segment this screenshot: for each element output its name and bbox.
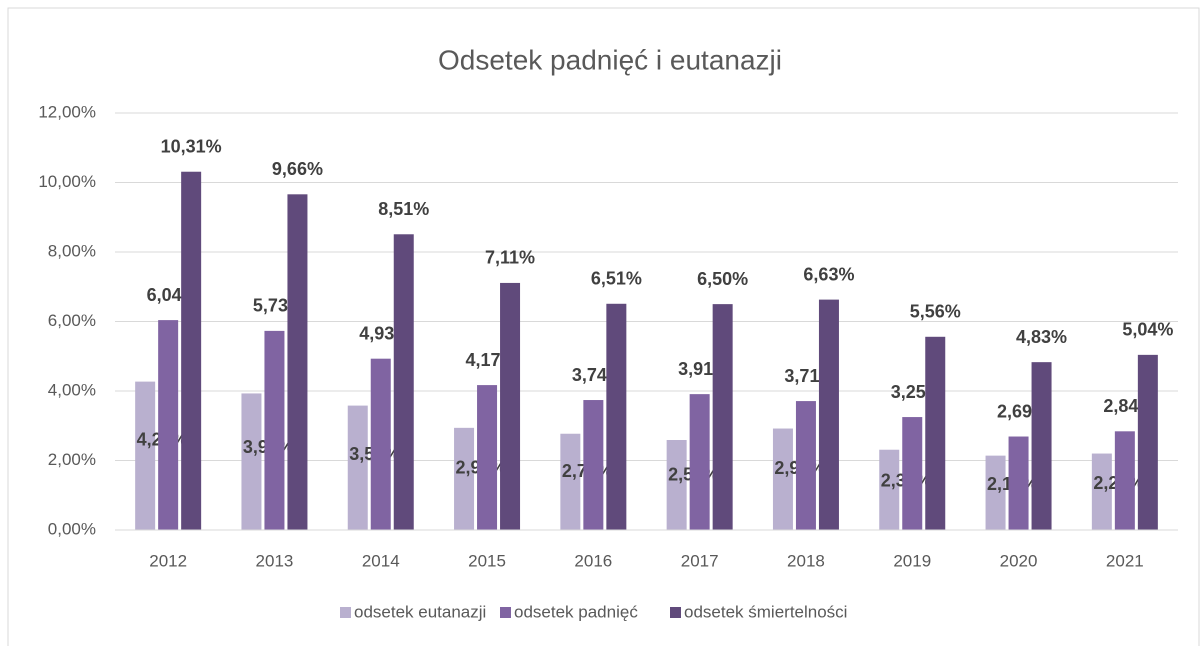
data-label: 6,63% bbox=[803, 264, 854, 284]
legend-label: odsetek śmiertelności bbox=[684, 602, 847, 621]
x-tick-label: 2012 bbox=[149, 551, 187, 570]
x-tick-label: 2013 bbox=[256, 551, 294, 570]
y-tick-label: 12,00% bbox=[38, 102, 96, 121]
legend-label: odsetek eutanazji bbox=[354, 602, 486, 621]
x-tick-label: 2020 bbox=[1000, 551, 1038, 570]
bar bbox=[454, 427, 475, 530]
bar bbox=[879, 449, 900, 530]
bar bbox=[393, 234, 414, 530]
bar bbox=[1114, 431, 1135, 530]
data-label: 5,04% bbox=[1122, 320, 1173, 340]
bar bbox=[583, 400, 604, 530]
bar bbox=[1031, 362, 1052, 530]
legend-swatch bbox=[340, 607, 351, 618]
data-label: 4,83% bbox=[1016, 327, 1067, 347]
data-label: 10,31% bbox=[161, 136, 222, 156]
y-tick-label: 4,00% bbox=[48, 380, 96, 399]
bar bbox=[500, 282, 521, 530]
chart-frame bbox=[7, 7, 1200, 646]
bar bbox=[1008, 436, 1029, 530]
bar bbox=[181, 171, 202, 531]
bar bbox=[477, 385, 498, 530]
bar bbox=[772, 428, 793, 530]
x-tick-label: 2016 bbox=[574, 551, 612, 570]
y-tick-label: 10,00% bbox=[38, 172, 96, 191]
x-tick-label: 2021 bbox=[1106, 551, 1144, 570]
data-label: 8,51% bbox=[378, 199, 429, 219]
bar bbox=[712, 304, 733, 530]
bar bbox=[925, 336, 946, 530]
bar bbox=[1091, 453, 1112, 530]
bar bbox=[347, 405, 368, 530]
y-tick-label: 6,00% bbox=[48, 311, 96, 330]
legend-swatch bbox=[500, 607, 511, 618]
x-tick-label: 2015 bbox=[468, 551, 506, 570]
data-label: 9,66% bbox=[272, 159, 323, 179]
x-tick-label: 2018 bbox=[787, 551, 825, 570]
bar bbox=[606, 303, 627, 530]
x-tick-label: 2014 bbox=[362, 551, 400, 570]
data-label: 6,51% bbox=[591, 269, 642, 289]
bar bbox=[689, 394, 710, 530]
bar bbox=[158, 320, 179, 530]
bar bbox=[666, 439, 687, 530]
data-label: 7,11% bbox=[485, 248, 535, 268]
chart-title: Odsetek padnięć i eutanazji bbox=[438, 44, 782, 75]
bar bbox=[287, 194, 308, 530]
bar bbox=[795, 401, 816, 530]
bar bbox=[135, 381, 156, 530]
bar bbox=[1137, 354, 1158, 530]
legend-swatch bbox=[670, 607, 681, 618]
bar bbox=[985, 455, 1006, 530]
y-tick-label: 2,00% bbox=[48, 450, 96, 469]
y-tick-label: 0,00% bbox=[48, 519, 96, 538]
x-tick-label: 2019 bbox=[893, 551, 931, 570]
y-tick-label: 8,00% bbox=[48, 241, 96, 260]
data-label: 6,50% bbox=[697, 269, 748, 289]
bar bbox=[818, 299, 839, 530]
bar bbox=[560, 433, 581, 530]
bar bbox=[370, 358, 391, 530]
legend-label: odsetek padnięć bbox=[514, 602, 638, 621]
x-tick-label: 2017 bbox=[681, 551, 719, 570]
data-label: 5,56% bbox=[910, 302, 961, 322]
bar bbox=[241, 393, 262, 530]
bar bbox=[264, 330, 285, 530]
bar bbox=[902, 417, 923, 530]
